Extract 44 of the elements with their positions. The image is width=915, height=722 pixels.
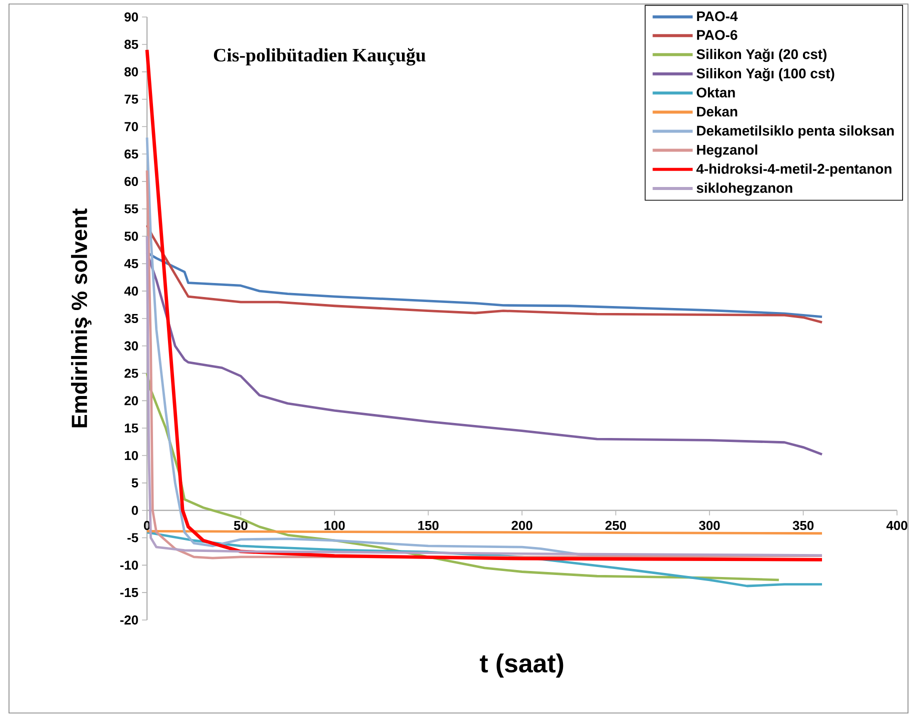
y-tick-label: 70 — [124, 122, 138, 132]
legend-label: Hegzanol — [697, 144, 758, 158]
legend-label: PAO-4 — [697, 11, 738, 22]
legend-label: PAO-6 — [697, 30, 738, 40]
y-tick-label: 40 — [124, 286, 138, 296]
y-tick-label: 55 — [124, 204, 138, 214]
y-tick-label: 20 — [124, 396, 138, 406]
y-tick-label: 35 — [124, 314, 138, 324]
y-tick-label: 50 — [124, 232, 138, 241]
text: Cis-polibütadien Kauçuğu — [214, 48, 426, 66]
x-tick-label: 350 — [792, 520, 814, 530]
x-tick-label: 200 — [512, 520, 532, 530]
y-tick-label: -15 — [120, 588, 138, 598]
legend-label: Silikon Yağı (20 cst) — [696, 48, 826, 62]
x-tick-label: 300 — [699, 520, 720, 530]
y-tick-label: 65 — [124, 149, 138, 159]
y-tick-label: -10 — [120, 560, 138, 570]
legend-label: 4-hidroksi-4-metil-2-pentanon — [696, 164, 892, 177]
x-tick-label: 150 — [418, 520, 439, 530]
x-tick-label: 100 — [324, 520, 345, 530]
x-tick-label: 50 — [234, 520, 248, 530]
y-tick-label: -20 — [120, 615, 138, 625]
y-tick-label: 45 — [124, 259, 138, 268]
y-tick-label: 60 — [124, 176, 138, 186]
legend-label: Oktan — [696, 87, 735, 98]
x-axis-title: t (saat) — [480, 654, 564, 678]
y-tick-label: 90 — [124, 12, 138, 22]
legend-label: Silikon Yağı (100 cst) — [696, 68, 834, 82]
y-tick-label: 5 — [132, 478, 138, 488]
y-tick-label: 0 — [132, 506, 138, 515]
legend-label: Dekan — [697, 106, 738, 117]
y-tick-label: 80 — [124, 67, 138, 76]
legend-label: siklohegzanon — [696, 182, 792, 196]
y-tick-label: -5 — [127, 533, 138, 542]
legend-label: Dekametilsiklo penta siloksan — [697, 125, 894, 138]
y-tick-label: 85 — [124, 40, 138, 49]
y-tick-label: 25 — [124, 368, 138, 378]
y-tick-label: 15 — [124, 424, 138, 433]
y-tick-label: 10 — [124, 450, 138, 460]
y-axis-title: Emdirilmiş % solvent — [71, 208, 92, 428]
y-tick-label: 30 — [124, 341, 138, 350]
x-tick-label: 400 — [886, 520, 908, 530]
y-tick-label: 75 — [124, 94, 138, 104]
x-tick-label: 250 — [605, 520, 626, 530]
